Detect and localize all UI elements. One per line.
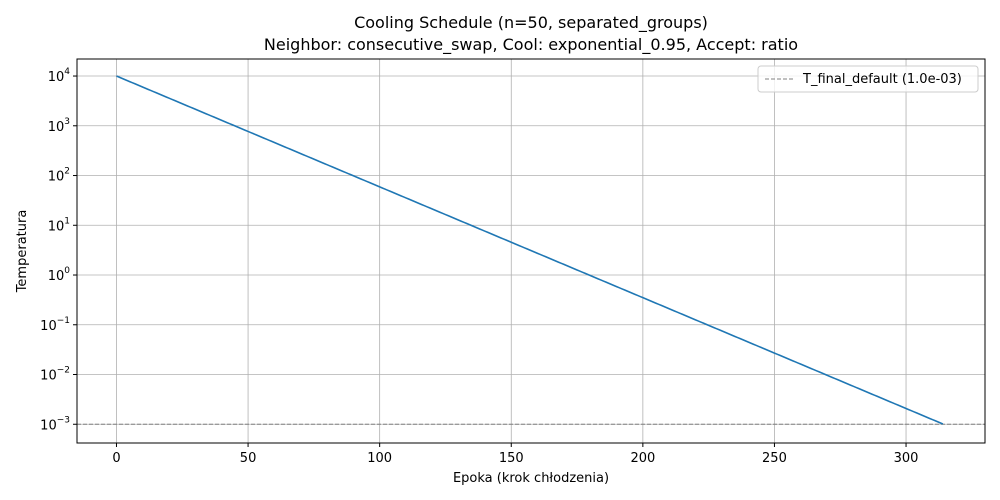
y-tick-exponent: 1: [64, 216, 70, 226]
legend-box: [757, 65, 979, 93]
x-tick-label: 100: [367, 451, 392, 466]
y-tick-label: 100: [48, 266, 71, 284]
chart-title: Cooling Schedule (n=50, separated_groups…: [354, 13, 708, 33]
y-tick-exponent: −3: [57, 415, 70, 425]
y-tick-label: 10−3: [40, 415, 70, 433]
y-tick-base: 10: [48, 70, 65, 85]
y-tick-base: 10: [40, 369, 57, 384]
grid-lines: [77, 59, 985, 443]
y-tick-exponent: −2: [57, 366, 70, 376]
chart-subtitle: Neighbor: consecutive_swap, Cool: expone…: [264, 35, 798, 55]
y-tick-base: 10: [48, 269, 65, 284]
x-tick-label: 50: [240, 451, 257, 466]
y-tick-exponent: −1: [57, 316, 70, 326]
y-tick-exponent: 0: [64, 266, 70, 276]
y-tick-base: 10: [40, 418, 57, 433]
y-axis-label: Temperatura: [15, 210, 30, 294]
x-axis-ticks: 0 50 100 150 200 250 300: [112, 443, 918, 466]
y-tick-base: 10: [48, 170, 65, 185]
x-tick-label: 300: [894, 451, 919, 466]
y-tick-label: 102: [48, 167, 70, 185]
legend: T_final_default (1.0e-03): [757, 65, 979, 93]
series-line-temperature: [116, 75, 944, 425]
legend-label-reference: T_final_default (1.0e-03): [802, 72, 962, 87]
y-tick-base: 10: [40, 319, 57, 334]
x-tick-label: 0: [112, 451, 120, 466]
y-tick-base: 10: [48, 120, 65, 135]
y-tick-base: 10: [48, 219, 65, 234]
x-axis-label: Epoka (krok chłodzenia): [453, 471, 609, 486]
y-tick-exponent: 2: [64, 167, 70, 177]
y-tick-label: 10−1: [40, 316, 70, 334]
x-tick-label: 250: [762, 451, 787, 466]
y-tick-exponent: 4: [64, 67, 70, 77]
y-tick-label: 101: [48, 216, 70, 234]
y-tick-label: 10−2: [40, 366, 70, 384]
y-tick-label: 103: [48, 117, 70, 135]
y-tick-label: 104: [48, 67, 71, 85]
x-tick-label: 200: [630, 451, 655, 466]
y-tick-exponent: 3: [64, 117, 70, 127]
plot-frame: [76, 58, 986, 444]
x-tick-label: 150: [499, 451, 524, 466]
